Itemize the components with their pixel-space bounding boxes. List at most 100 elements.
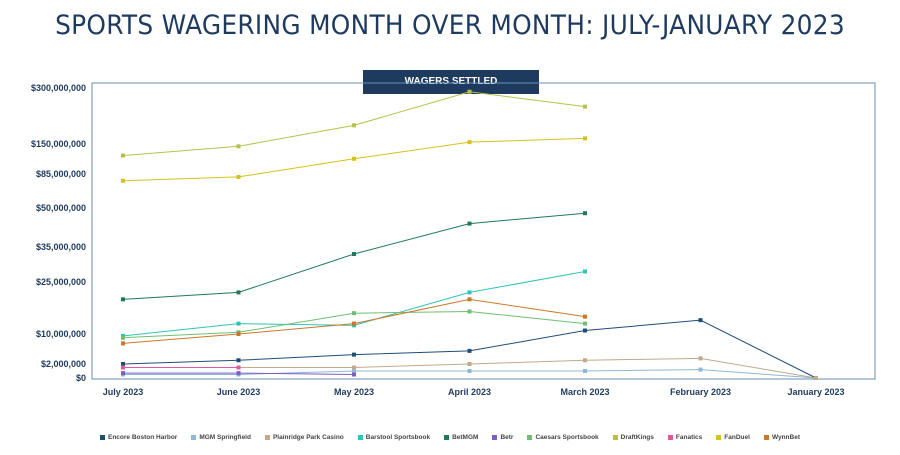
x-tick-label: July 2023 <box>103 387 144 397</box>
legend-swatch <box>492 435 498 440</box>
data-point <box>352 365 356 370</box>
data-point <box>583 104 587 109</box>
legend-item: Fanatics <box>667 434 703 441</box>
legend-swatch <box>667 435 673 440</box>
data-point <box>583 314 587 319</box>
legend-swatch <box>191 435 197 440</box>
legend-label: Barstool Sportsbook <box>365 434 431 441</box>
legend-label: Caesars Sportsbook <box>535 434 599 441</box>
data-point <box>583 211 587 216</box>
data-point <box>352 311 356 316</box>
chart-subtitle-banner: WAGERS SETTLED <box>363 70 539 94</box>
plot-frame <box>91 82 876 380</box>
data-point <box>583 369 587 373</box>
data-point <box>583 321 587 326</box>
legend-swatch <box>444 435 450 440</box>
data-point <box>121 153 125 158</box>
data-point <box>467 362 472 366</box>
series-barstool-sportsbook <box>121 269 587 338</box>
data-point <box>236 174 241 179</box>
data-point <box>121 362 125 366</box>
data-point <box>236 321 241 326</box>
data-point <box>352 252 356 256</box>
data-point <box>121 335 125 340</box>
legend-swatch <box>99 435 105 440</box>
x-tick-label: May 2023 <box>334 387 374 397</box>
data-point <box>698 318 703 323</box>
legend-swatch <box>763 435 769 440</box>
legend-item: BetMGM <box>444 434 478 441</box>
legend-item: MGM Springfield <box>191 434 251 441</box>
legend-item: FanDuel <box>716 434 750 441</box>
legend-label: WynnBet <box>771 434 800 441</box>
data-point <box>236 371 241 376</box>
y-tick-label: $25,000,000 <box>36 277 86 287</box>
legend-label: Plainridge Park Casino <box>272 434 344 441</box>
y-tick-label: $85,000,000 <box>36 169 86 179</box>
y-tick-label: $50,000,000 <box>36 203 86 213</box>
legend-swatch <box>357 435 363 440</box>
data-point <box>814 376 818 380</box>
y-tick-label: $10,000,000 <box>36 329 86 339</box>
data-point <box>698 367 703 372</box>
data-point <box>121 297 125 302</box>
legend-item: DraftKings <box>612 434 654 441</box>
chart-legend: Encore Boston Harbor MGM Springfield Plain… <box>0 434 900 441</box>
legend-label: FanDuel <box>724 434 750 441</box>
data-point <box>467 140 472 145</box>
data-point <box>236 144 241 149</box>
legend-item: Betr <box>492 434 513 441</box>
series-draftkings <box>121 89 587 158</box>
series-wynnbet <box>121 297 587 346</box>
legend-swatch <box>264 435 270 440</box>
y-tick-label: $0 <box>76 373 86 383</box>
data-point <box>467 290 472 295</box>
data-point <box>467 309 472 314</box>
data-point <box>121 178 125 183</box>
legend-label: Fanatics <box>675 434 703 441</box>
data-point <box>236 332 241 336</box>
x-tick-label: April 2023 <box>448 387 491 397</box>
data-point <box>583 358 587 363</box>
data-point <box>121 365 125 370</box>
data-point <box>467 369 472 373</box>
legend-label: Encore Boston Harbor <box>107 434 178 441</box>
legend-item: Caesars Sportsbook <box>527 434 599 441</box>
data-point <box>236 358 241 363</box>
data-point <box>583 328 587 333</box>
data-point <box>236 365 241 370</box>
data-point <box>352 372 356 377</box>
series-betr <box>121 371 356 377</box>
data-point <box>121 371 125 376</box>
x-tick-label: February 2023 <box>670 387 731 397</box>
x-tick-label: January 2023 <box>787 387 844 397</box>
legend-label: DraftKings <box>620 434 654 441</box>
data-point <box>467 348 472 353</box>
legend-label: BetMGM <box>452 434 479 441</box>
series-line <box>122 212 586 300</box>
x-tick-label: June 2023 <box>217 387 261 397</box>
data-point <box>352 352 356 357</box>
series-fanatics <box>121 365 241 370</box>
legend-label: Betr <box>500 434 514 441</box>
legend-item: WynnBet <box>763 434 800 441</box>
data-point <box>467 297 472 302</box>
data-point <box>352 123 356 128</box>
series-mgm-springfield <box>121 367 818 380</box>
data-point <box>583 136 587 141</box>
chart-title: SPORTS WAGERING MONTH OVER MONTH: JULY-J… <box>55 10 845 41</box>
legend-label: MGM Springfield <box>199 434 251 441</box>
y-tick-label: $35,000,000 <box>36 242 86 252</box>
x-tick-label: March 2023 <box>560 387 609 397</box>
data-point <box>352 321 356 326</box>
data-point <box>236 290 241 295</box>
legend-item: Barstool Sportsbook <box>357 434 431 441</box>
data-point <box>467 89 472 94</box>
series-line <box>122 298 586 344</box>
data-point <box>583 269 587 274</box>
legend-swatch <box>716 435 722 440</box>
legend-item: Plainridge Park Casino <box>264 434 344 441</box>
legend-item: Encore Boston Harbor <box>99 434 178 441</box>
data-point <box>698 356 703 361</box>
